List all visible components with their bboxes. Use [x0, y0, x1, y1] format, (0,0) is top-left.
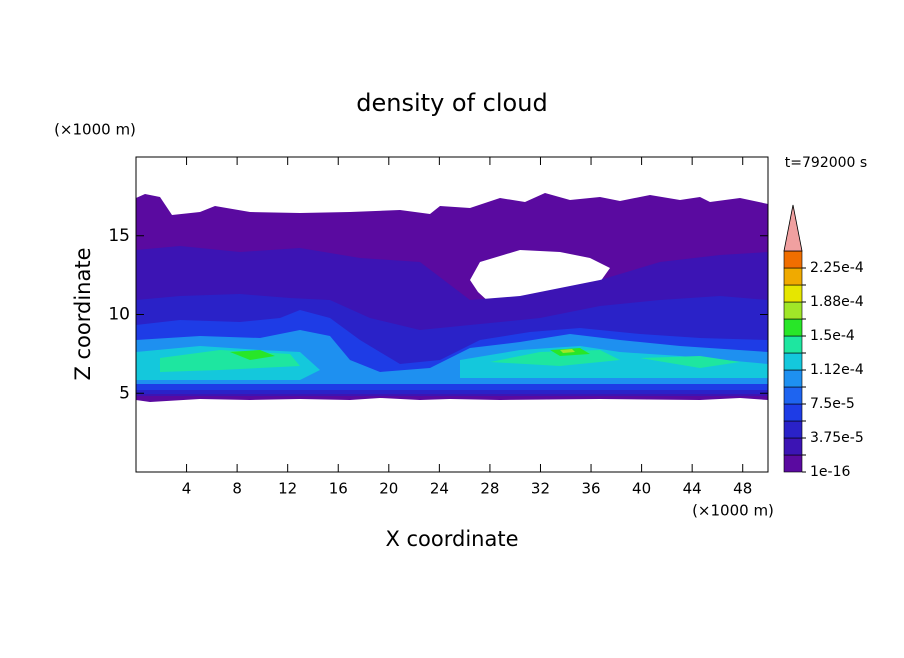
- colorbar-box: [783, 284, 803, 303]
- x-unit: (×1000 m): [692, 502, 774, 520]
- colorbar-box: [783, 437, 803, 456]
- time-label: t=792000 s: [785, 155, 867, 171]
- x-tick-label: 40: [632, 480, 651, 498]
- x-tick-label: 44: [683, 480, 702, 498]
- y-tick-label: 5: [119, 383, 130, 403]
- contour-region: [560, 349, 575, 353]
- chart-title: density of cloud: [356, 89, 547, 117]
- colorbar-box: [783, 352, 803, 371]
- colorbar-box: [783, 403, 803, 422]
- colorbar-box: [783, 386, 803, 405]
- contour-field: [136, 193, 768, 402]
- x-tick-label: 16: [329, 480, 348, 498]
- colorbar-box: [783, 335, 803, 354]
- colorbar-box: [783, 420, 803, 439]
- colorbar-label: 1.88e-4: [810, 294, 864, 310]
- colorbar-box: [783, 318, 803, 337]
- x-tick-label: 4: [182, 480, 192, 498]
- x-tick-label: 12: [278, 480, 297, 498]
- x-tick-label: 28: [480, 480, 499, 498]
- colorbar-box: [783, 301, 803, 320]
- colorbar-box: [783, 250, 803, 269]
- colorbar-label: 1.12e-4: [810, 362, 864, 378]
- x-tick-label: 24: [430, 480, 449, 498]
- x-tick-label: 32: [531, 480, 550, 498]
- x-tick-label: 8: [232, 480, 242, 498]
- contour-region: [136, 346, 768, 380]
- x-tick-label: 20: [379, 480, 398, 498]
- colorbar-box: [783, 267, 803, 286]
- colorbar-box: [783, 454, 803, 473]
- colorbar-label: 7.5e-5: [810, 396, 855, 412]
- colorbar-extend: [783, 204, 803, 252]
- colorbar-label: 1e-16: [810, 464, 850, 480]
- y-tick-label: 10: [108, 305, 130, 325]
- colorbar-box: [783, 369, 803, 388]
- x-tick-label: 36: [581, 480, 600, 498]
- x-tick-label: 48: [733, 480, 752, 498]
- colorbar-label: 1.5e-4: [810, 328, 855, 344]
- colorbar-label: 2.25e-4: [810, 260, 864, 276]
- x-axis-label: X coordinate: [385, 527, 518, 551]
- y-unit: (×1000 m): [54, 121, 136, 139]
- y-axis-label: Z coordinate: [71, 247, 95, 380]
- colorbar-label: 3.75e-5: [810, 430, 864, 446]
- y-tick-label: 15: [108, 226, 130, 246]
- contour-region: [160, 350, 740, 372]
